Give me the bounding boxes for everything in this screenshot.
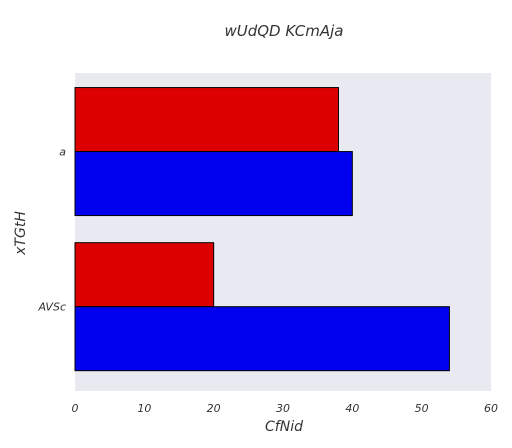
bars-group: [74, 87, 450, 372]
y-axis-label: xTGtH: [13, 211, 29, 256]
x-tick-label: 40: [345, 402, 359, 415]
x-axis-label: CfNid: [265, 419, 303, 435]
x-tick-label: 60: [484, 402, 498, 415]
x-tick-label: 0: [72, 402, 79, 415]
x-tick-label: 10: [137, 402, 151, 415]
x-tick-label: 50: [415, 402, 429, 415]
bar-a-series-1: [74, 87, 339, 153]
chart-title: wUdQD KCmAja: [224, 22, 343, 40]
x-tick-label: 20: [207, 402, 221, 415]
x-tick-label: 30: [276, 402, 290, 415]
y-tick-labels: a AVSc: [37, 146, 66, 314]
y-tick-label: AVSc: [37, 301, 66, 314]
bar-AVSc-series-2: [74, 306, 450, 372]
x-tick-labels: 0 10 20 30 40 50 60: [72, 402, 499, 415]
bar-AVSc-series-1: [74, 242, 215, 308]
bar-a-series-2: [74, 151, 353, 217]
y-tick-label: a: [59, 146, 66, 159]
